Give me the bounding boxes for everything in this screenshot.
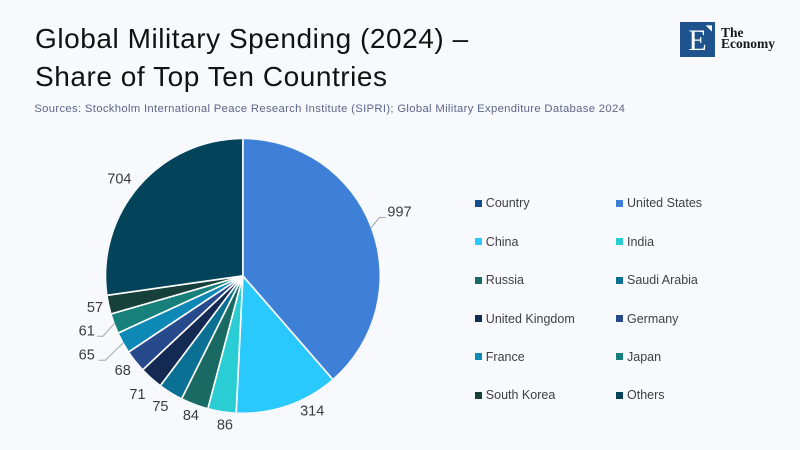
svg-text:57: 57 [87,300,103,316]
svg-text:704: 704 [107,172,131,188]
svg-text:84: 84 [183,408,199,424]
svg-text:314: 314 [300,404,324,420]
svg-text:86: 86 [217,418,233,434]
svg-text:61: 61 [79,324,95,340]
svg-text:65: 65 [79,348,95,364]
svg-text:71: 71 [129,387,145,403]
svg-text:68: 68 [115,363,131,379]
svg-text:997: 997 [387,205,411,221]
svg-text:75: 75 [152,399,168,415]
